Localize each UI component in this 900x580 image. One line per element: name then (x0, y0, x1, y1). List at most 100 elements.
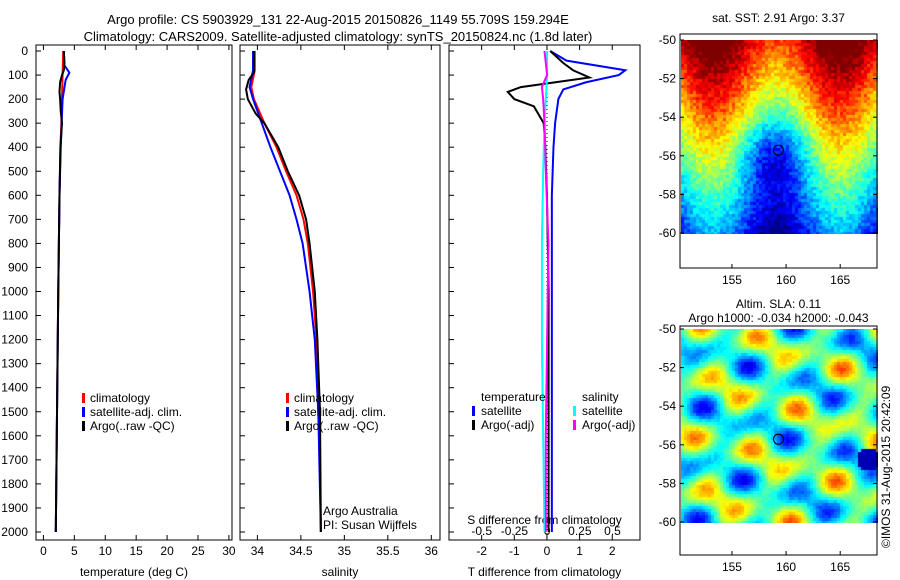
legend-label: Argo(-adj) (481, 418, 534, 432)
legend-label: Argo(..raw -QC) (294, 419, 379, 433)
x-tick-label: 35.5 (376, 544, 400, 558)
legend-label: climatology (90, 391, 150, 405)
x2-tick-label: 0.25 (568, 524, 592, 538)
y-tick-label: -52 (659, 72, 677, 86)
y-tick-label: 900 (8, 260, 28, 274)
x-axis-label: salinity (322, 565, 359, 579)
y-tick-label: 1700 (1, 453, 28, 467)
y-tick-label: 1900 (1, 501, 28, 515)
y-tick-label: -50 (659, 322, 677, 336)
y-tick-label: 1800 (1, 477, 28, 491)
y-tick-label: -54 (659, 399, 677, 413)
y-tick-label: 1200 (1, 333, 28, 347)
plot-frame (239, 44, 441, 541)
title-line-1: Argo profile: CS 5903929_131 22-Aug-2015… (107, 12, 569, 27)
map-title: sat. SST: 2.91 Argo: 3.37 (712, 11, 845, 25)
x-tick-label: 5 (71, 544, 78, 558)
y-tick-label: -56 (659, 438, 677, 452)
series-argo-raw-qc- (54, 50, 66, 533)
legend-swatch (82, 407, 85, 417)
map-frame (679, 33, 878, 269)
y-tick-label: -52 (659, 361, 677, 375)
legend-swatch (82, 393, 85, 403)
series-s-argo-adj- (540, 50, 550, 532)
y-tick-label: 200 (8, 92, 28, 106)
x-tick-label: 36 (425, 544, 439, 558)
y-tick-label: -58 (659, 187, 677, 201)
legend-swatch (472, 420, 475, 430)
y-tick-label: -54 (659, 110, 677, 124)
legend-swatch (573, 406, 576, 416)
argo-location-marker (772, 144, 784, 156)
x-tick-label: 155 (722, 560, 742, 574)
sst-map-panel: sat. SST: 2.91 Argo: 3.37 155 160 165 -50 -52… (659, 11, 878, 287)
x2-tick-label: -0.5 (471, 524, 492, 538)
legend-label: climatology (294, 391, 354, 405)
series-climatology (250, 51, 322, 533)
legend-temperature: temperature (481, 390, 546, 404)
salinity-panel: 34 34.5 35 35.5 36 salinity climatologysatelli… (239, 44, 441, 579)
title-line-2: Climatology: CARS2009. Satellite-adjuste… (84, 29, 593, 44)
series-argo-raw-qc- (245, 51, 322, 533)
x-tick-label: -1 (509, 544, 520, 558)
series-t-satellite (549, 50, 628, 532)
x-tick-label: 35 (338, 544, 352, 558)
y-tick-label: 1600 (1, 429, 28, 443)
x-axis-label: temperature (deg C) (80, 565, 188, 579)
argo-location-marker (772, 433, 784, 445)
x2-tick-label: -0.25 (501, 524, 529, 538)
legend-swatch (286, 407, 289, 417)
x-tick-label: 34.5 (289, 544, 313, 558)
y-tick-label: 300 (8, 116, 28, 130)
y-tick-label: 500 (8, 164, 28, 178)
x-tick-label: 34 (251, 544, 265, 558)
y-tick-label: -60 (659, 226, 677, 240)
legend-salinity: salinity (582, 390, 619, 404)
series-s-satellite (540, 51, 549, 533)
y-tick-label: 700 (8, 212, 28, 226)
legend-label: satellite (481, 404, 522, 418)
y-tick-label: 0 (21, 44, 28, 58)
map-title: Altim. SLA: 0.11 (736, 297, 821, 311)
difference-panel: -2 -1 0 1 2 T difference from climatology -0.5… (448, 44, 641, 579)
x-tick-label: 30 (222, 544, 236, 558)
y-tick-label: -50 (659, 33, 677, 47)
sst-map-image (681, 40, 878, 234)
series-satellite-adj-clim- (248, 51, 322, 533)
x-tick-label: 1 (576, 544, 583, 558)
map-frame (679, 325, 878, 556)
y-tick-label: 600 (8, 188, 28, 202)
legend-label: satellite (582, 404, 623, 418)
x2-tick-label: 0.5 (604, 524, 621, 538)
y-tick-label: 800 (8, 236, 28, 250)
y-tick-label: -56 (659, 149, 677, 163)
legend-label: Argo(-adj) (582, 418, 635, 432)
x-tick-label: 160 (776, 560, 796, 574)
x-tick-label: 2 (609, 544, 616, 558)
x-tick-label: 10 (99, 544, 113, 558)
y-tick-label: 1100 (2, 309, 28, 323)
x-tick-label: 155 (722, 273, 742, 287)
x-tick-label: 0 (544, 544, 551, 558)
legend-swatch (286, 393, 289, 403)
y-tick-label: 1500 (1, 405, 28, 419)
y-tick-label: 2000 (1, 525, 28, 539)
x-axis-label: T difference from climatology (468, 565, 622, 579)
annotation: Argo Australia (323, 504, 398, 518)
y-tick-label: 100 (8, 68, 28, 82)
y-tick-label: -60 (659, 515, 677, 529)
map-subtitle: Argo h1000: -0.034 h2000: -0.043 (688, 311, 868, 325)
x-tick-label: 20 (160, 544, 174, 558)
legend-swatch (286, 421, 289, 431)
y-tick-label: 400 (8, 140, 28, 154)
legend-label: satellite-adj. clim. (294, 405, 386, 419)
annotation: PI: Susan Wijffels (323, 518, 417, 532)
x-tick-label: 160 (776, 273, 796, 287)
legend-label: satellite-adj. clim. (90, 405, 182, 419)
y-tick-label: -58 (659, 476, 677, 490)
y-tick-label: 1000 (1, 285, 28, 299)
legend-swatch (82, 421, 85, 431)
x-tick-label: 0 (40, 544, 47, 558)
